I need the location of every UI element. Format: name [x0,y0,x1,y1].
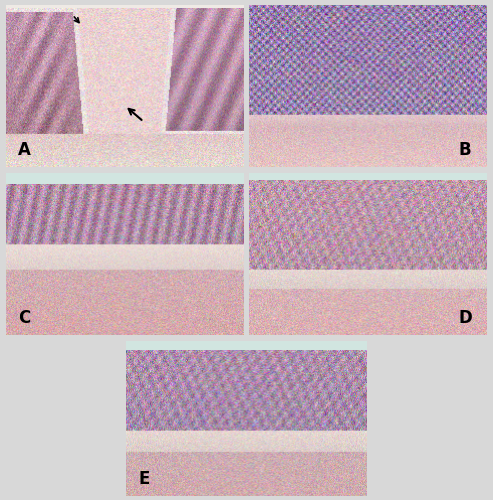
Text: A: A [18,141,31,159]
Text: D: D [458,309,472,327]
Text: E: E [138,470,149,488]
Text: B: B [458,141,471,159]
Text: C: C [18,309,30,327]
